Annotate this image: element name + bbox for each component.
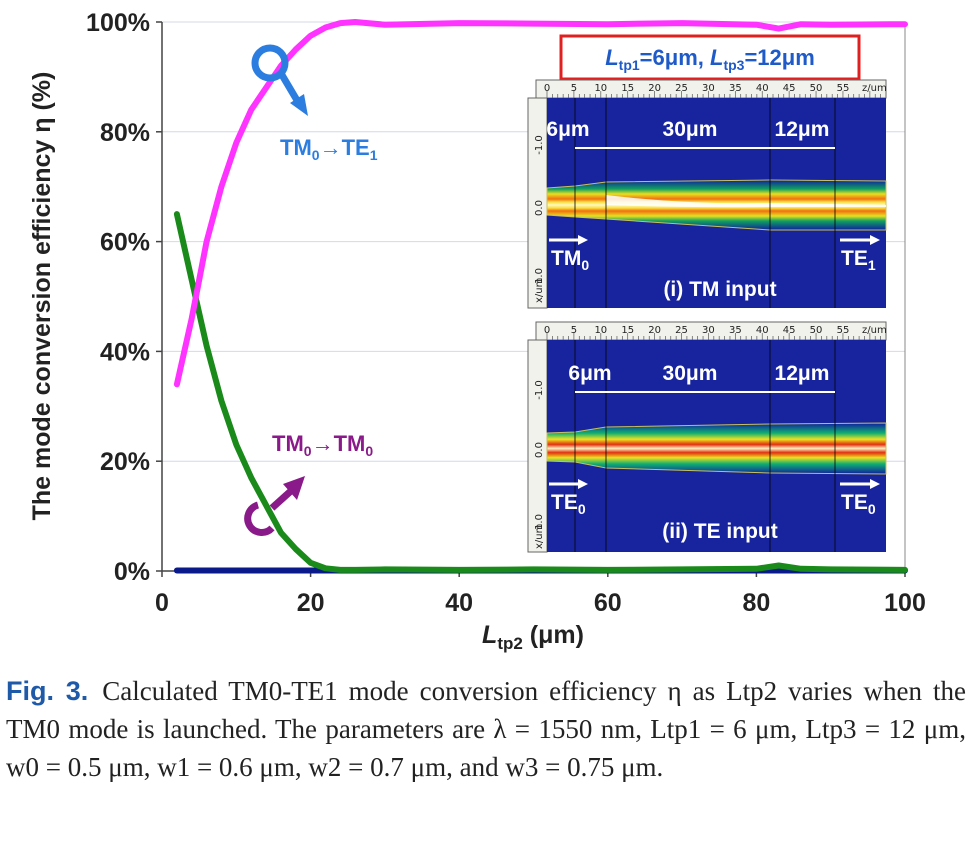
ruler-label: 50: [810, 325, 823, 336]
inset-output-label: TE0: [841, 491, 876, 517]
caption-lead: Fig. 3.: [6, 676, 89, 706]
y-tick-label: 100%: [86, 9, 150, 37]
ruler-label: 25: [675, 325, 688, 336]
side-tick-bottom: 1.0: [534, 268, 545, 284]
inset-title-tm: (i) TM input: [663, 278, 776, 301]
ruler-top: 0 5 10 15 20 25 30 35 40 45 50 55 z/um: [544, 83, 887, 98]
ruler-label: 25: [675, 83, 688, 94]
chart-figure: 0 20 40 60 80 100 0%20%40%60%80%100% The mode…: [28, 9, 926, 653]
series-line-0: [173, 19, 908, 388]
parameter-text: Ltp1=6μm, Ltp3=12μm: [605, 45, 815, 73]
y-tick-label: 80%: [100, 119, 150, 147]
figure-caption: Fig. 3. Calculated TM0-TE1 mode conversio…: [6, 672, 966, 786]
ruler-label: 10: [594, 325, 607, 336]
output-arrow-icon: [840, 479, 880, 489]
inset-input-label: TM0: [551, 247, 589, 273]
ruler-label: 20: [648, 83, 661, 94]
segment-label-3: 12μm: [775, 362, 830, 385]
series-layer: [173, 19, 908, 574]
annotation-tm0-tm0: TM0→TM0: [272, 431, 373, 459]
x-tick-label: 80: [742, 589, 770, 617]
parameter-box: [559, 34, 861, 81]
ruler-label: 30: [702, 325, 715, 336]
ruler-label: 55: [837, 325, 850, 336]
segment-label-2: 30μm: [663, 118, 718, 141]
x-tick-labels: 0 20 40 60 80 100: [155, 571, 926, 617]
ruler-label: 10: [594, 83, 607, 94]
y-axis-title: The mode conversion efficiency η (%): [28, 72, 56, 521]
ruler-unit: z/um: [862, 83, 887, 94]
ruler-label: 45: [783, 83, 796, 94]
y-tick-label: 60%: [100, 229, 150, 257]
ruler-label: 30: [702, 83, 715, 94]
y-tick-label: 40%: [100, 338, 150, 366]
x-tick-label: 40: [445, 589, 473, 617]
segment-label-2: 30μm: [663, 362, 718, 385]
ruler-label: 0: [544, 325, 550, 336]
y-tick-label: 0%: [114, 558, 150, 586]
side-tick-mid: 0.0: [534, 442, 545, 458]
inset-title-te: (ii) TE input: [662, 520, 777, 543]
ruler-label: 15: [621, 325, 634, 336]
ruler-label: 45: [783, 325, 796, 336]
input-arrow-icon: [549, 235, 588, 245]
x-tick-label: 0: [155, 589, 169, 617]
side-tick-bottom: 1.0: [534, 514, 545, 530]
side-tick-top: -1.0: [534, 135, 545, 155]
ruler-unit: z/um: [862, 325, 887, 336]
x-tick-label: 20: [297, 589, 325, 617]
mode-arrow-icon: [244, 476, 305, 536]
ruler-label: 15: [621, 83, 634, 94]
rotation-arrow-icon: [251, 44, 308, 116]
x-axis-title: Ltp2 (μm): [482, 621, 584, 653]
segment-label-1: 6μm: [546, 118, 589, 141]
inset-output-label: TE1: [841, 247, 876, 273]
ruler-label: 20: [648, 325, 661, 336]
plot-area: 0 20 40 60 80 100 0%20%40%60%80%100%: [86, 9, 926, 617]
inset-te-input: 0 5 10 15 20 25 30 35 40 45 50 55 z/um 6μm 30μm 12μm…: [527, 321, 887, 553]
annotation-tm0-te1: TM0→TE1: [280, 135, 378, 163]
side-tick-mid: 0.0: [534, 200, 545, 216]
ruler-label: 0: [544, 83, 550, 94]
y-tick-label: 20%: [100, 448, 150, 476]
inset-input-label: TE0: [551, 491, 586, 517]
x-unit-label: x/um: [534, 278, 545, 303]
segment-label-3: 12μm: [775, 118, 830, 141]
x-unit-label: x/um: [534, 524, 545, 549]
ruler-label: 35: [729, 325, 742, 336]
ruler-label: 5: [571, 83, 577, 94]
segment-label-1: 6μm: [568, 362, 611, 385]
x-tick-label: 100: [884, 589, 926, 617]
output-arrow-icon: [840, 235, 880, 245]
side-tick-top: -1.0: [534, 380, 545, 400]
input-arrow-icon: [549, 479, 588, 489]
ruler-label: 40: [756, 83, 769, 94]
ruler-label: 50: [810, 83, 823, 94]
ruler-top: 0 5 10 15 20 25 30 35 40 45 50 55 z/um: [544, 325, 887, 340]
y-tick-labels: 0% 20% 40% 60% 80% 100%: [86, 9, 162, 586]
ruler-label: 55: [837, 83, 850, 94]
caption-text: Calculated TM0-TE1 mode conversion effic…: [6, 676, 966, 782]
ruler-label: 40: [756, 325, 769, 336]
inset-tm-input: 0 5 10 15 20 25 30 35 40 45 50 55 z/um 6μm 30μm 12μm…: [527, 79, 887, 309]
ruler-label: 35: [729, 83, 742, 94]
series-line-1: [173, 211, 908, 573]
ruler-label: 5: [571, 325, 577, 336]
x-tick-label: 60: [594, 589, 622, 617]
